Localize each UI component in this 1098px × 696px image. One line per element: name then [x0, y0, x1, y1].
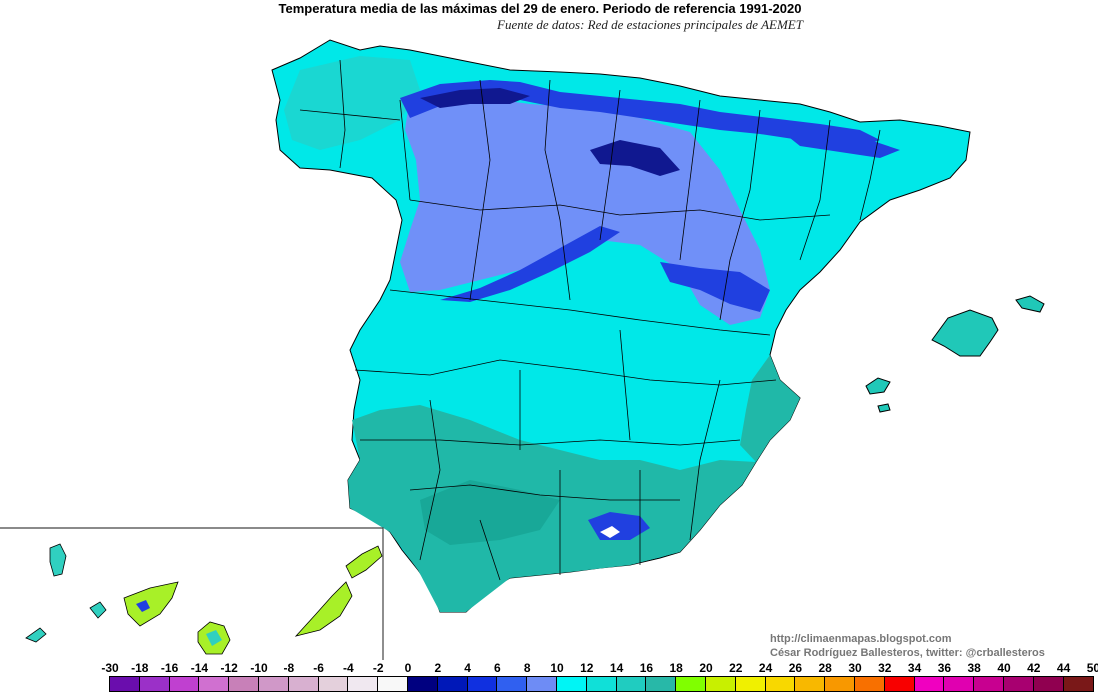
legend-swatch — [765, 677, 796, 691]
la-palma-island — [49, 543, 67, 577]
legend-swatch — [914, 677, 945, 691]
legend-labels: -30 -18 -16 -14 -12 -10 -8 -6 -4 -2 0 2 4 6 8 10 12 14 16 1… — [0, 661, 1098, 675]
map-title: Temperatura media de las máximas del 29 … — [278, 1, 802, 16]
legend-swatch — [616, 677, 647, 691]
legend-swatch — [735, 677, 766, 691]
cantabrian-peaks — [420, 88, 530, 108]
legend-swatch — [169, 677, 200, 691]
legend-swatch — [795, 677, 826, 691]
legend-label: 22 — [729, 661, 743, 675]
legend-swatch — [467, 677, 498, 691]
tenerife-teide — [136, 600, 150, 612]
color-legend — [109, 676, 1095, 692]
legend-label: -16 — [160, 661, 179, 675]
pyrenees-peaks — [780, 130, 900, 158]
iberian-system-east — [660, 262, 770, 312]
legend-swatch — [407, 677, 438, 691]
legend-label: -18 — [131, 661, 149, 675]
formentera-island — [877, 403, 891, 413]
legend-label: 14 — [609, 661, 624, 675]
blog-url: http://climaenmapas.blogspot.com — [770, 633, 952, 645]
legend-label: 18 — [669, 661, 683, 675]
guadalquivir-valley — [420, 480, 560, 545]
legend-label: 2 — [434, 661, 442, 675]
la-gomera-island — [89, 601, 107, 619]
tenerife-island — [123, 581, 179, 627]
legend-label: 4 — [464, 661, 471, 675]
legend-swatch — [825, 677, 855, 691]
legend-swatch — [348, 677, 379, 691]
legend-label: 32 — [878, 661, 892, 675]
legend-swatch — [646, 677, 677, 691]
legend-swatch — [199, 677, 230, 691]
legend-label: 40 — [997, 661, 1011, 675]
data-source-subtitle: Fuente de datos: Red de estaciones princ… — [497, 17, 803, 32]
legend-swatch — [1003, 677, 1034, 691]
legend-label: -14 — [190, 661, 209, 675]
legend-label: 24 — [758, 661, 773, 675]
central-system — [440, 226, 620, 302]
legend-swatch — [974, 677, 1004, 691]
legend-swatch — [884, 677, 915, 691]
legend-label: -12 — [220, 661, 238, 675]
legend-label: 38 — [967, 661, 981, 675]
legend-label: -30 — [101, 661, 119, 675]
legend-label: 0 — [404, 661, 412, 675]
menorca-island — [1015, 295, 1045, 313]
legend-swatch — [705, 677, 736, 691]
legend-label: -8 — [283, 661, 295, 675]
legend-label: 36 — [937, 661, 952, 675]
legend-swatch — [586, 677, 617, 691]
legend-label: 42 — [1027, 661, 1041, 675]
legend-label: 12 — [580, 661, 594, 675]
legend-swatch — [258, 677, 289, 691]
legend-label: -4 — [343, 661, 354, 675]
legend-label: 28 — [818, 661, 832, 675]
legend-label: 20 — [699, 661, 713, 675]
legend-label: 44 — [1056, 661, 1071, 675]
gran-canaria-center — [206, 630, 222, 646]
el-hierro-island — [25, 627, 47, 643]
legend-swatch — [437, 677, 468, 691]
legend-label: -10 — [250, 661, 268, 675]
lanzarote-island — [345, 545, 383, 579]
legend-swatch — [139, 677, 170, 691]
legend-swatch — [378, 677, 408, 691]
mallorca-island — [931, 309, 999, 357]
north-zone — [284, 56, 420, 150]
legend-swatch — [854, 677, 885, 691]
legend-label: 6 — [494, 661, 501, 675]
legend-label: 30 — [848, 661, 862, 675]
legend-label: 8 — [523, 661, 531, 675]
legend-swatch — [288, 677, 319, 691]
legend-swatch — [1033, 677, 1064, 691]
legend-label: 16 — [639, 661, 654, 675]
author-credit: César Rodríguez Ballesteros, twitter: @c… — [770, 647, 1045, 659]
legend-label: 50 — [1086, 661, 1098, 675]
ibiza-island — [865, 377, 891, 395]
legend-label: 34 — [907, 661, 922, 675]
legend-label: 26 — [788, 661, 803, 675]
fuerteventura-island — [294, 581, 353, 637]
legend-swatch — [676, 677, 706, 691]
canary-inset-frame — [0, 527, 384, 660]
legend-swatch — [556, 677, 587, 691]
legend-swatch — [527, 677, 557, 691]
credits: http://climaenmapas.blogspot.com César R… — [770, 632, 1045, 660]
legend-swatch — [110, 677, 140, 691]
legend-swatch — [497, 677, 528, 691]
legend-label: 10 — [550, 661, 564, 675]
legend-swatch — [1063, 677, 1094, 691]
legend-label: -6 — [313, 661, 324, 675]
legend-swatch — [229, 677, 259, 691]
legend-swatch — [318, 677, 349, 691]
legend-swatch — [944, 677, 975, 691]
sierra-nevada-peak — [600, 526, 620, 538]
province-borders — [299, 59, 881, 581]
legend-label: -2 — [372, 661, 384, 675]
